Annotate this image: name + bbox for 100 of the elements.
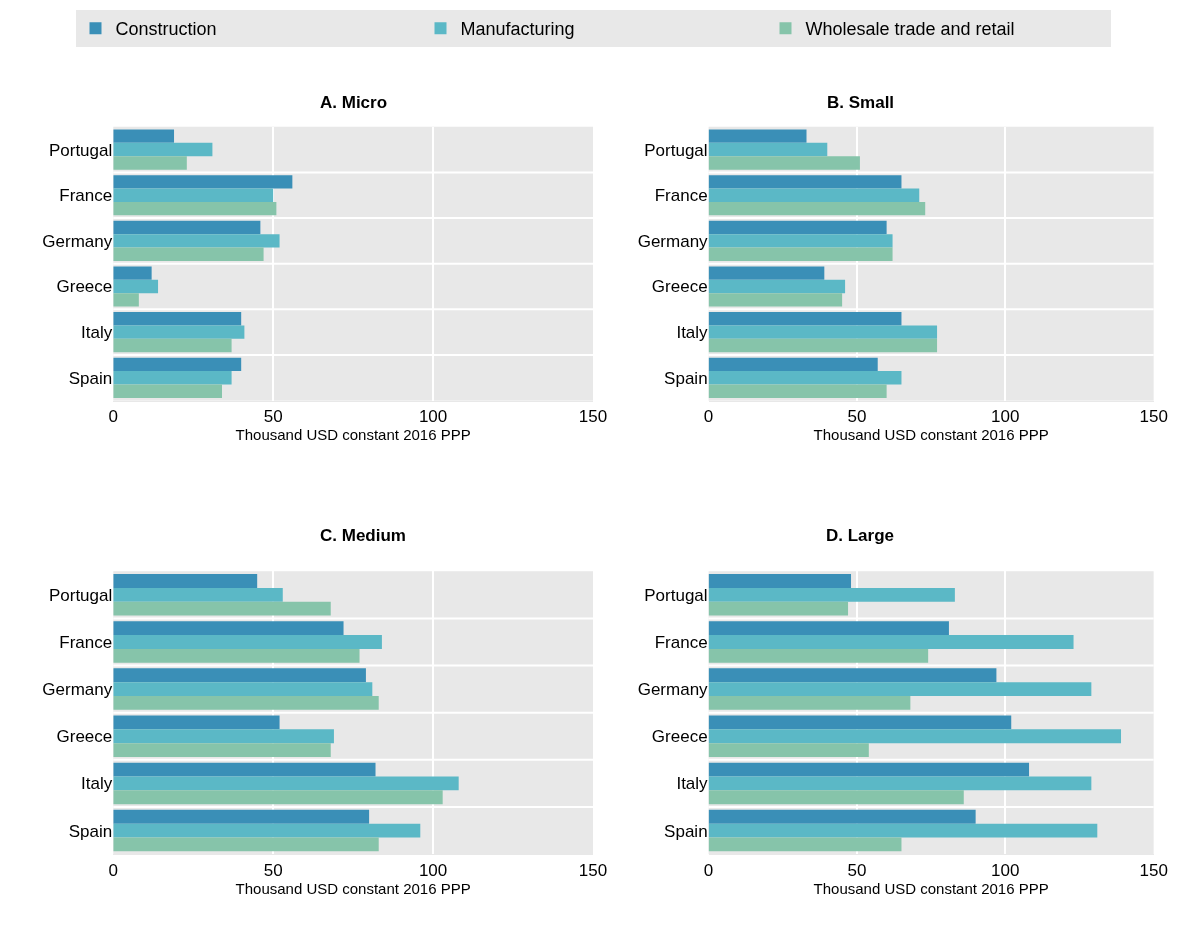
bar [113, 682, 373, 697]
bar [708, 156, 860, 170]
bar [708, 384, 887, 398]
bar [113, 823, 421, 838]
bar [113, 696, 379, 710]
y-tick-label: France [654, 632, 708, 652]
x-tick-label: 0 [703, 860, 714, 880]
legend-label: Manufacturing [460, 19, 575, 40]
y-tick-label: Greece [651, 277, 708, 297]
bar [113, 790, 443, 805]
bar [708, 715, 1012, 730]
bar [708, 142, 828, 157]
bar [113, 201, 277, 216]
y-tick-label: Spain [664, 821, 708, 841]
bar [113, 129, 175, 143]
x-axis-title: Thousand USD constant 2016 PPP [235, 426, 471, 444]
bar [708, 729, 1122, 744]
y-tick-label: Portugal [48, 140, 113, 160]
bar [708, 201, 926, 216]
bar [113, 325, 245, 339]
y-tick-label: Italy [81, 774, 113, 794]
bar [708, 648, 929, 663]
bar [113, 809, 370, 824]
bar [708, 357, 878, 372]
bar [113, 715, 280, 730]
bar [708, 220, 887, 235]
bar [708, 601, 849, 616]
bar [708, 790, 964, 805]
y-tick-label: Portugal [644, 585, 708, 605]
bar [708, 247, 893, 261]
y-tick-label: Germany [42, 231, 113, 251]
x-tick-label: 100 [991, 860, 1020, 880]
bar [708, 696, 911, 710]
chart-title: A. Micro [320, 93, 388, 112]
y-tick-label: France [654, 186, 708, 206]
chart-title: B. Small [827, 93, 895, 112]
x-tick-label: 100 [418, 407, 448, 427]
x-axis-title: Thousand USD constant 2016 PPP [235, 879, 471, 897]
bar [113, 776, 459, 791]
y-tick-label: Italy [676, 323, 709, 343]
bar [113, 234, 280, 248]
bar [708, 371, 902, 385]
x-axis-title: Thousand USD constant 2016 PPP [813, 426, 1049, 444]
y-tick-label: Germany [42, 680, 113, 700]
bar [708, 266, 825, 280]
bar [113, 293, 139, 307]
y-tick-label: Spain [664, 368, 708, 388]
y-tick-label: France [59, 632, 113, 652]
bar [708, 743, 869, 757]
bar [113, 156, 187, 170]
bar [708, 279, 846, 294]
bar [708, 621, 949, 636]
x-axis-title: Thousand USD constant 2016 PPP [813, 879, 1049, 897]
legend-label: Wholesale trade and retail [805, 19, 1015, 40]
x-tick-label: 0 [703, 407, 714, 427]
bar [113, 601, 331, 616]
bar [708, 293, 843, 307]
x-tick-label: 150 [578, 860, 608, 880]
bar [113, 188, 274, 202]
bar [113, 247, 264, 261]
bar [708, 234, 893, 248]
y-tick-label: Italy [81, 323, 113, 343]
bar [708, 682, 1092, 697]
y-tick-label: Germany [637, 231, 709, 251]
bar [708, 188, 920, 202]
bar [113, 837, 379, 852]
bar [708, 668, 997, 683]
bar [708, 325, 938, 339]
bar [708, 837, 902, 852]
x-tick-label: 100 [418, 860, 448, 880]
bar [708, 776, 1092, 791]
bar [113, 668, 366, 683]
bar [113, 175, 293, 189]
x-tick-label: 50 [263, 860, 283, 880]
bar [113, 266, 152, 280]
bar [708, 823, 1098, 838]
bar [113, 371, 232, 385]
x-tick-label: 50 [847, 860, 867, 880]
legend-label: Construction [115, 19, 217, 40]
y-tick-label: France [59, 186, 113, 206]
bar [113, 621, 344, 636]
bar [113, 220, 261, 235]
bar [113, 384, 222, 398]
bar [708, 809, 976, 824]
x-tick-label: 0 [108, 860, 118, 880]
bar [113, 743, 331, 757]
bar [708, 587, 955, 602]
chart-title: D. Large [826, 526, 895, 545]
y-tick-label: Greece [56, 727, 113, 747]
bar [708, 338, 938, 353]
x-tick-label: 150 [1139, 407, 1168, 427]
y-tick-label: Germany [637, 680, 709, 700]
y-tick-label: Greece [56, 277, 113, 297]
bar [113, 587, 283, 602]
y-tick-label: Greece [651, 727, 708, 747]
bar [708, 175, 902, 189]
y-tick-label: Spain [68, 368, 113, 388]
bar [113, 729, 334, 744]
x-tick-label: 150 [578, 407, 608, 427]
bar [113, 357, 242, 372]
